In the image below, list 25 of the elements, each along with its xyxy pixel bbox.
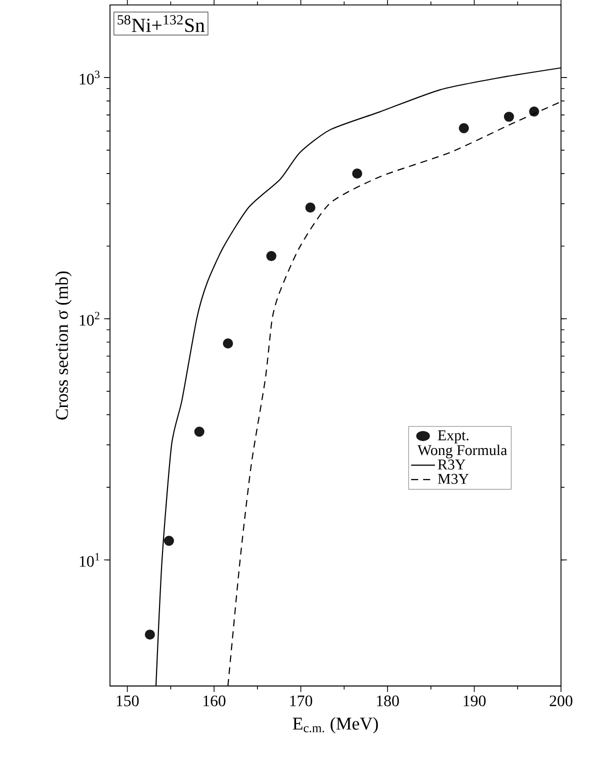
point	[194, 426, 204, 437]
x-tick-label: 160	[204, 696, 226, 706]
legend-label: M3Y	[438, 474, 469, 484]
point	[222, 338, 234, 348]
y-tick-label: 10$^{1}$	[80, 553, 100, 567]
point	[504, 112, 514, 122]
y-tick-label: 10$^{2}$	[80, 312, 100, 326]
x-tick-label: 190	[464, 696, 486, 706]
legend-title: Wong Formula	[418, 444, 507, 458]
point	[305, 202, 316, 213]
point	[352, 168, 362, 179]
chart-title: $^{58}$Ni+$^{132}$Sn	[118, 15, 205, 32]
point	[458, 123, 469, 134]
x-tick-label: 180	[376, 696, 399, 706]
x-tick-label: 170	[290, 696, 312, 706]
legend-label: Expt.	[438, 430, 468, 444]
x-tick-label: 150	[116, 696, 139, 706]
y-axis-title: Cross section σ (mb)	[55, 271, 72, 420]
point	[266, 250, 276, 262]
y-tick-label: 10$^{3}$	[80, 70, 100, 84]
x-tick-label: 200	[550, 696, 572, 706]
legend-label: R3Y	[438, 460, 466, 470]
point	[164, 536, 174, 546]
point	[144, 630, 155, 640]
x-axis-title: E$_{c.m.}$ (MeV)	[292, 717, 378, 734]
